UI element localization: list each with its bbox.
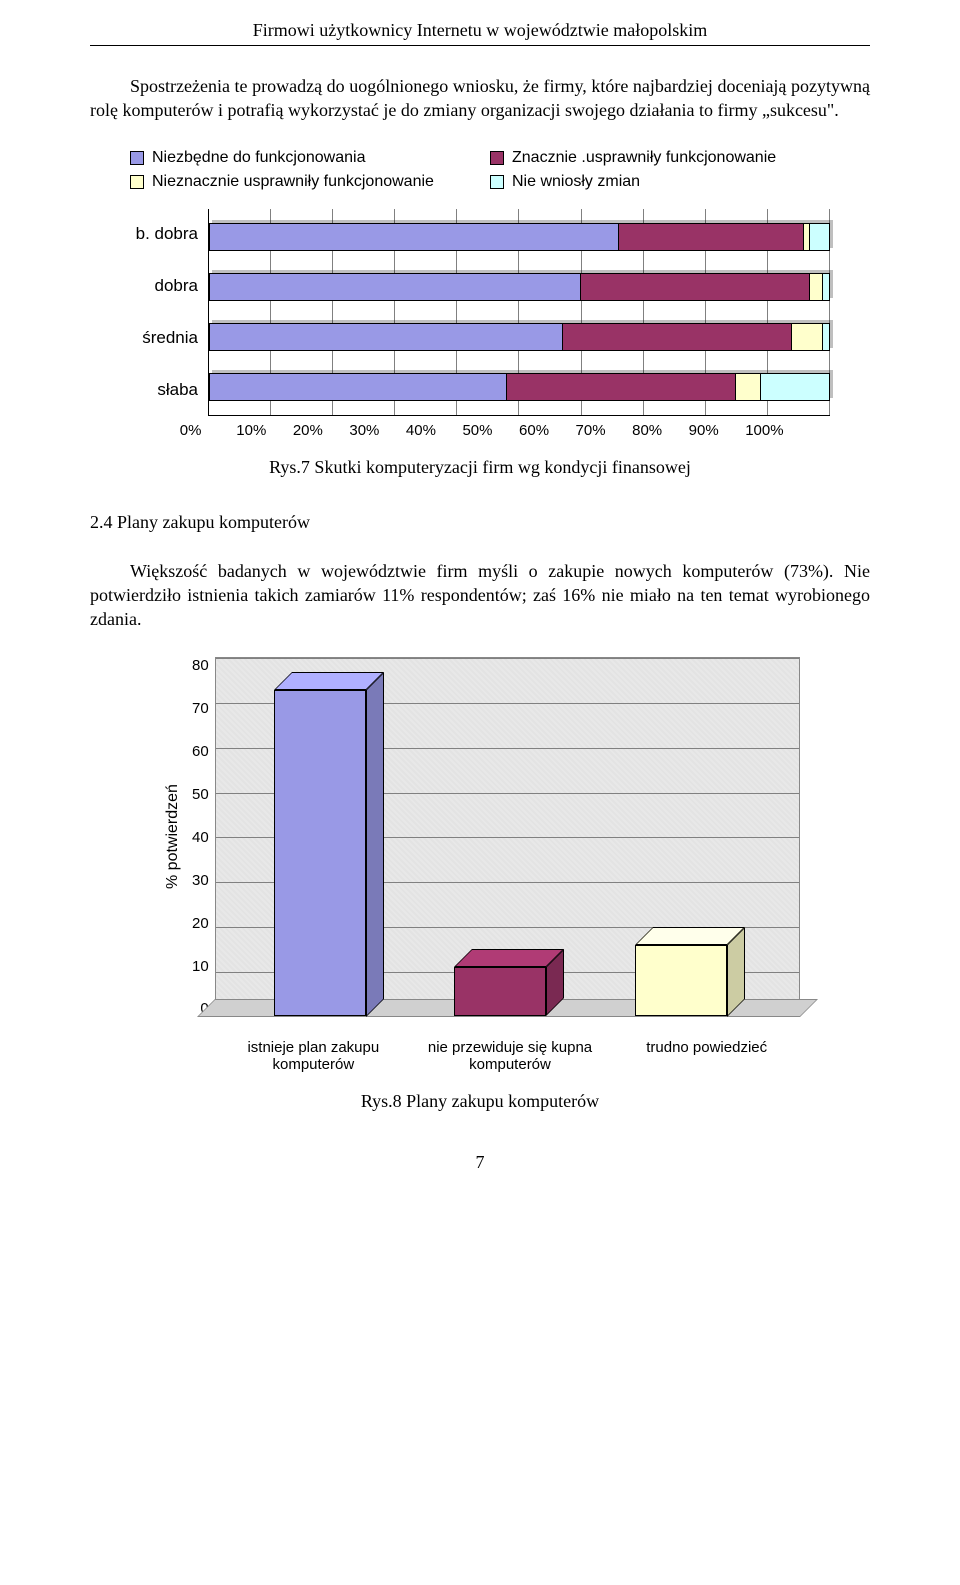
legend-swatch (130, 175, 144, 189)
bar-segment (563, 324, 792, 350)
bar-segment (619, 224, 805, 250)
bar-segment (810, 224, 829, 250)
stacked-bar (209, 223, 830, 251)
bar-segment (581, 274, 810, 300)
chart-1-x-labels: 0%10%20%30%40%50%60%70%80%90%100% (208, 422, 830, 439)
legend-label: Znacznie .usprawniły funkcjonowanie (512, 149, 776, 167)
legend-label: Nie wniosły zmian (512, 173, 640, 191)
bar-segment (810, 274, 822, 300)
chart-2-x-labels: istnieje plan zakupu komputerów nie przew… (220, 1039, 800, 1073)
legend-item: Znacznie .usprawniły funkcjonowanie (490, 149, 830, 167)
chart-2-y-ticks: 01020304050607080 (186, 657, 215, 1017)
stacked-bar (209, 373, 830, 401)
x-tick-label: 50% (462, 422, 519, 439)
bar-segment (210, 324, 563, 350)
bar-segment (210, 274, 581, 300)
paragraph-2: Większość badanych w województwie firm m… (90, 559, 870, 632)
x-tick-label: 10% (236, 422, 293, 439)
y-category-label: dobra (130, 276, 198, 296)
y-tick-label: 30 (192, 872, 209, 889)
legend-label: Niezbędne do funkcjonowania (152, 149, 365, 167)
legend-swatch (130, 151, 144, 165)
legend-item: Nie wniosły zmian (490, 173, 830, 191)
y-category-label: słaba (130, 380, 198, 400)
legend-swatch (490, 151, 504, 165)
x-tick-label: 90% (689, 422, 746, 439)
x-tick-label: 0% (180, 422, 237, 439)
chart-1: Niezbędne do funkcjonowania Znacznie .usp… (110, 149, 850, 478)
bar-segment (210, 374, 507, 400)
chart-1-plot (208, 209, 830, 416)
y-tick-label: 80 (192, 657, 209, 674)
page-header: Firmowi użytkownicy Internetu w wojewódz… (90, 20, 870, 46)
chart-1-y-labels: b. dobra dobra średnia słaba (130, 209, 208, 416)
legend-item: Niezbędne do funkcjonowania (130, 149, 470, 167)
y-tick-label: 20 (192, 915, 209, 932)
bar-segment (736, 374, 761, 400)
bar (454, 658, 546, 1016)
chart-2-plot (215, 657, 800, 1017)
paragraph-1: Spostrzeżenia te prowadzą do uogólnioneg… (90, 74, 870, 123)
chart-2: % potwierdzeń 01020304050607080 istnieje… (160, 657, 800, 1073)
bar-segment (210, 224, 619, 250)
legend-swatch (490, 175, 504, 189)
y-tick-label: 40 (192, 829, 209, 846)
x-tick-label: 100% (745, 422, 802, 439)
bar-segment (507, 374, 736, 400)
x-category-label: trudno powiedzieć (613, 1039, 800, 1073)
x-tick-label: 80% (632, 422, 689, 439)
y-category-label: b. dobra (130, 224, 198, 244)
chart-2-y-label: % potwierdzeń (160, 657, 186, 1017)
x-tick-label: 30% (349, 422, 406, 439)
section-heading: 2.4 Plany zakupu komputerów (90, 512, 870, 533)
bar (274, 658, 366, 1016)
legend-item: Nieznacznie usprawniły funkcjonowanie (130, 173, 470, 191)
y-tick-label: 60 (192, 743, 209, 760)
bar (635, 658, 727, 1016)
x-tick-label: 70% (576, 422, 633, 439)
x-tick-label: 20% (293, 422, 350, 439)
y-tick-label: 50 (192, 786, 209, 803)
x-tick-label: 60% (519, 422, 576, 439)
chart-1-bars (209, 209, 830, 415)
chart-1-caption: Rys.7 Skutki komputeryzacji firm wg kond… (110, 457, 850, 478)
legend-label: Nieznacznie usprawniły funkcjonowanie (152, 173, 434, 191)
y-category-label: średnia (130, 328, 198, 348)
y-tick-label: 10 (192, 958, 209, 975)
bar-segment (792, 324, 823, 350)
stacked-bar (209, 273, 830, 301)
chart-1-legend: Niezbędne do funkcjonowania Znacznie .usp… (110, 149, 850, 191)
y-tick-label: 70 (192, 700, 209, 717)
bar-segment (823, 274, 829, 300)
x-category-label: nie przewiduje się kupna komputerów (417, 1039, 604, 1073)
x-tick-label: 40% (406, 422, 463, 439)
bar-segment (761, 374, 829, 400)
stacked-bar (209, 323, 830, 351)
chart-2-caption: Rys.8 Plany zakupu komputerów (90, 1091, 870, 1112)
chart-2-bars (216, 658, 799, 1016)
bar-segment (823, 324, 829, 350)
page-number: 7 (90, 1152, 870, 1173)
x-category-label: istnieje plan zakupu komputerów (220, 1039, 407, 1073)
